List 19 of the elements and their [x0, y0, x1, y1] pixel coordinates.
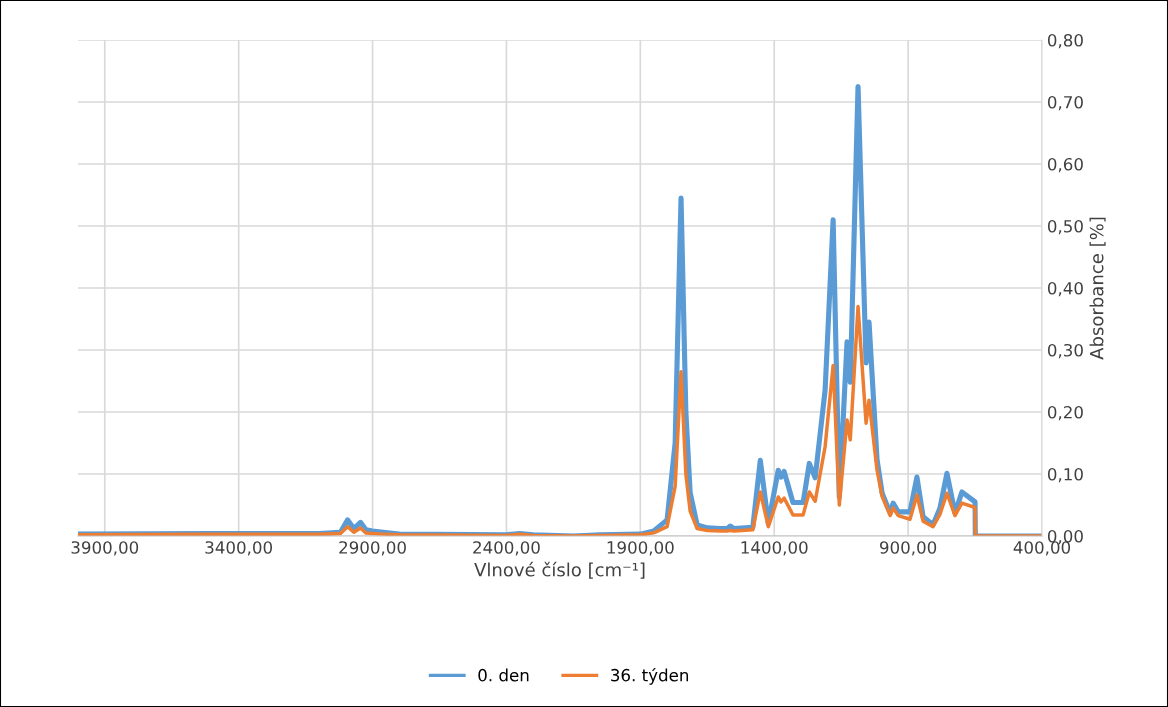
x-axis-title: Vlnové číslo [cm⁻¹] [474, 561, 645, 579]
x-tick-label: 3400,00 [205, 541, 273, 556]
y-tick-label: 0,40 [1047, 281, 1083, 297]
legend-label: 36. týden [611, 667, 689, 685]
y-tick-label: 0,70 [1047, 95, 1083, 111]
y-tick-label: 0,60 [1047, 157, 1083, 173]
x-tick-label: 3900,00 [71, 541, 139, 556]
x-tick-label: 1900,00 [607, 541, 674, 556]
y-tick-label: 0,20 [1047, 405, 1083, 421]
y-tick-label: 0,10 [1047, 467, 1083, 483]
x-tick-label: 900,00 [880, 541, 937, 556]
y-tick-label: 0,80 [1047, 33, 1083, 49]
y-tick-label: 0,30 [1047, 343, 1083, 359]
x-tick-label: 2900,00 [339, 541, 406, 556]
legend-label: 0. den [478, 668, 529, 682]
x-tick-label: 2400,00 [473, 541, 540, 556]
x-tick-label: 1400,00 [741, 541, 808, 556]
y-axis-title: Absorbance [%] [1089, 217, 1106, 360]
y-tick-label: 0,50 [1047, 219, 1083, 235]
